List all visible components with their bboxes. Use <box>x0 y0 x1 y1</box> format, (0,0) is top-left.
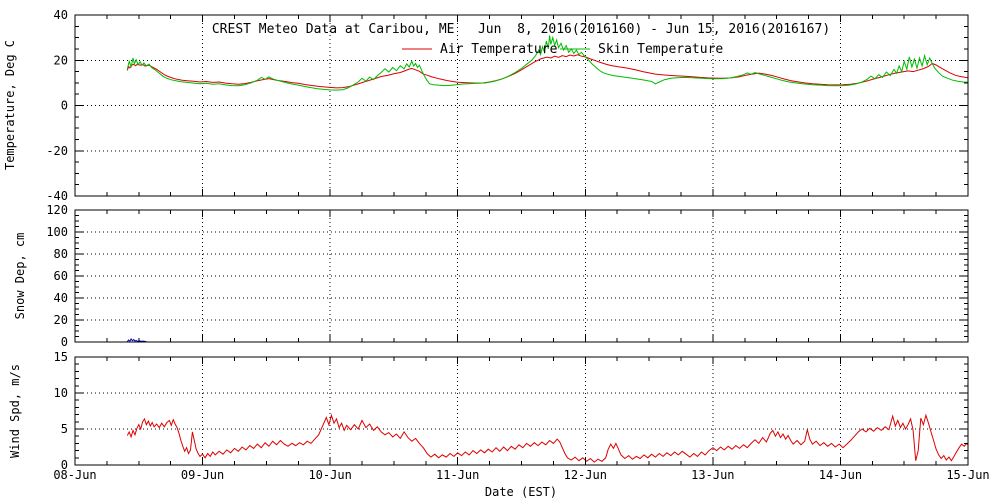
air-temperature-legend-label: Air Temperature <box>440 42 558 57</box>
skin-temperature-legend-label: Skin Temperature <box>598 42 723 57</box>
y-tick-label: 100 <box>46 225 68 239</box>
y-tick-label: 40 <box>54 8 68 22</box>
x-tick-label: 11-Jun <box>436 468 479 482</box>
x-tick-label: 12-Jun <box>564 468 607 482</box>
y-tick-label: 5 <box>61 422 68 436</box>
y-tick-label: 20 <box>54 53 68 67</box>
x-axis-label: Date (EST) <box>485 485 557 499</box>
y-tick-label: 80 <box>54 247 68 261</box>
chart-layer: -40 -20 0 20 40 0 20 40 60 80 100 120 0 5 10 15 08-Jun 09… <box>46 8 989 482</box>
wind-speed-panel-border <box>74 356 969 466</box>
y-tick-label: 15 <box>54 350 68 364</box>
x-tick-label: 15-Jun <box>946 468 989 482</box>
y-tick-label: 0 <box>61 99 68 113</box>
snow-depth-line <box>126 337 147 343</box>
temperature-y-axis-label: Temperature, Deg C <box>3 40 17 170</box>
x-tick-label: 09-Jun <box>181 468 224 482</box>
wind-speed-y-axis-label: Wind Spd, m/s <box>8 364 22 458</box>
y-tick-label: 0 <box>61 335 68 349</box>
x-tick-label: 10-Jun <box>308 468 351 482</box>
y-tick-label: 10 <box>54 386 68 400</box>
y-tick-label: -40 <box>46 189 68 203</box>
snow-depth-panel-border <box>74 209 969 343</box>
y-tick-label: 0 <box>61 458 68 472</box>
skin-temperature-line <box>126 35 969 91</box>
y-tick-label: 20 <box>54 313 68 327</box>
snow-depth-y-axis-label: Snow Dep, cm <box>13 233 27 320</box>
text-layer: CREST Meteo Data at Caribou, ME Jun 8, 2… <box>3 22 830 499</box>
y-tick-label: 40 <box>54 291 68 305</box>
wind-speed-line <box>126 413 969 463</box>
air-temperature-line <box>126 54 969 89</box>
x-tick-label: 14-Jun <box>819 468 862 482</box>
x-tick-label: 13-Jun <box>691 468 734 482</box>
x-tick-label: 08-Jun <box>53 468 96 482</box>
y-tick-label: -20 <box>46 144 68 158</box>
y-tick-label: 60 <box>54 269 68 283</box>
chart-title: CREST Meteo Data at Caribou, ME Jun 8, 2… <box>212 22 830 37</box>
y-tick-label: 120 <box>46 203 68 217</box>
